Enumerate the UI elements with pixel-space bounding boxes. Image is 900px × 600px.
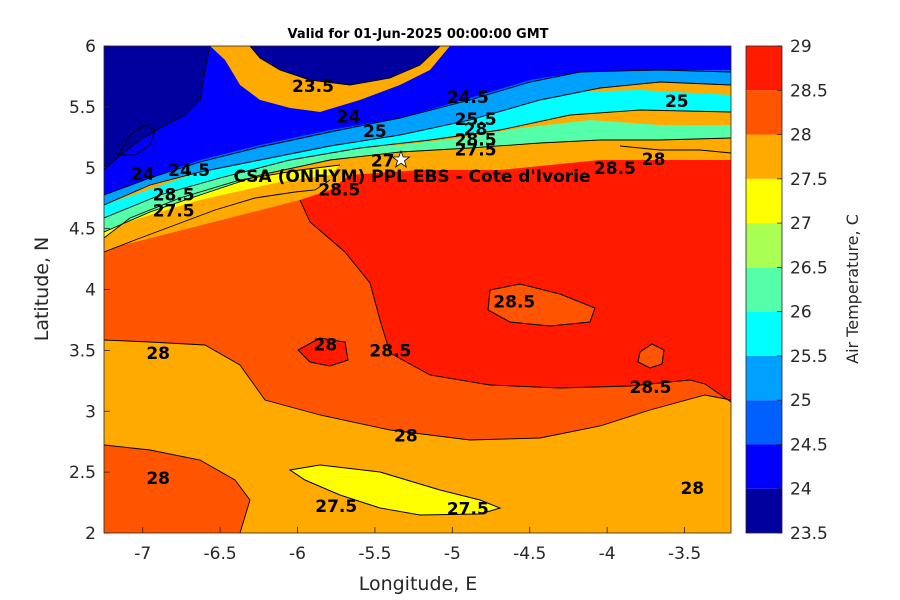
island-28.5-small xyxy=(637,343,665,369)
y-axis-label: Latitude, N xyxy=(31,237,53,342)
colorbar-band xyxy=(746,488,782,533)
contour-label: 28 xyxy=(680,479,704,499)
contour-label: 28 xyxy=(314,335,338,355)
contour-label: 27.5 xyxy=(315,497,357,517)
contour-label: 25 xyxy=(665,92,689,112)
contour-label: 28 xyxy=(642,150,666,170)
colorbar-band xyxy=(746,223,782,268)
contour-label: 28.5 xyxy=(630,378,672,398)
contour-label: 24.5 xyxy=(447,88,489,108)
colorbar-tick-label: 27.5 xyxy=(790,170,828,190)
contour-label: 28 xyxy=(146,344,170,364)
contour-label: 28 xyxy=(464,120,488,140)
x-axis: -7 -6.5 -6 -5.5 -5 -4.5 -4 -3.5 xyxy=(134,527,701,564)
site-marker: CSA (ONHYM) PPL EBS - Cote d'Ivorie xyxy=(233,149,591,187)
site-star-icon xyxy=(391,149,411,168)
y-tick-label: 4.5 xyxy=(69,220,96,240)
colorbar-band xyxy=(746,355,782,401)
y-tick-label: 6 xyxy=(85,37,96,57)
y-tick-label: 2 xyxy=(85,524,96,544)
colorbar: 23.5 24 24.5 25 25.5 26 26.5 27 27.5 28 28.5 29 xyxy=(745,37,828,544)
x-tick-label: -5 xyxy=(444,544,461,564)
chart-title: Valid for 01-Jun-2025 00:00:00 GMT xyxy=(288,27,549,42)
contour-label-layer: 23.5242424.524.5252525.52828.527.52728.5… xyxy=(131,77,704,519)
x-tick-label: -6.5 xyxy=(204,544,237,564)
colorbar-band xyxy=(746,444,782,489)
site-label: CSA (ONHYM) PPL EBS - Cote d'Ivorie xyxy=(233,167,590,187)
contour-label: 28 xyxy=(146,469,170,489)
contour-label: 25.5 xyxy=(455,110,497,130)
contour-label: 28.5 xyxy=(455,131,497,151)
x-axis-label: Longitude, E xyxy=(359,573,478,595)
colorbar-band xyxy=(746,267,782,312)
band-28-28.5-southwest xyxy=(104,445,250,533)
y-tick-label: 5 xyxy=(85,159,96,179)
x-tick-label: -7 xyxy=(134,544,151,564)
colorbar-tick-label: 26 xyxy=(790,303,812,323)
island-28.5-center xyxy=(297,337,349,367)
colorbar-tick-label: 28.5 xyxy=(790,81,828,101)
contour-label: 28.5 xyxy=(153,186,195,206)
colorbar-tick-label: 29 xyxy=(790,37,812,57)
colorbar-band xyxy=(746,400,782,445)
colorbar-tick-label: 24 xyxy=(790,480,812,500)
x-tick-label: -3.5 xyxy=(668,544,701,564)
y-tick-label: 3 xyxy=(85,402,96,422)
colorbar-tick-label: 24.5 xyxy=(790,435,828,455)
colorbar-label: Air Temperature, C xyxy=(843,214,862,364)
band-27-27.5-north xyxy=(104,165,340,238)
island-28.5-east xyxy=(487,283,596,327)
contour-label: 27.5 xyxy=(455,140,497,160)
contour-label: 24 xyxy=(131,165,155,185)
colorbar-band xyxy=(746,134,782,179)
contour-label: 23.5 xyxy=(292,77,334,97)
plot-area xyxy=(104,46,731,533)
x-tick-label: -4 xyxy=(599,544,616,564)
contour-lines xyxy=(104,46,731,533)
band-28.5-29 xyxy=(300,160,731,402)
contour-label: 28.5 xyxy=(594,159,636,179)
contour-label: 28.5 xyxy=(369,341,411,361)
colorbar-tick-label: 27 xyxy=(790,214,812,234)
contour-label: 24.5 xyxy=(168,161,210,181)
contour-label: 24 xyxy=(337,108,361,128)
colorbar-tick-label: 26.5 xyxy=(790,258,828,278)
contour-label: 25 xyxy=(363,122,387,142)
plot-frame xyxy=(103,45,732,534)
colorbar-tick-label: 23.5 xyxy=(790,524,828,544)
y-tick-label: 4 xyxy=(85,281,96,301)
colorbar-frame xyxy=(745,45,783,534)
contour-label: 28.5 xyxy=(318,181,360,201)
contour-label: 27.5 xyxy=(153,201,195,221)
colorbar-band xyxy=(746,178,782,224)
colorbar-tick-label: 28 xyxy=(790,126,812,146)
contour-label: 28 xyxy=(394,427,418,447)
y-axis: 2 2.5 3 3.5 4 4.5 5 5.5 6 xyxy=(69,37,110,544)
colorbar-band xyxy=(746,90,782,135)
x-tick-label: -4.5 xyxy=(513,544,546,564)
colorbar-tick-label: 25 xyxy=(790,391,812,411)
band-23.5-24-coldest xyxy=(104,46,440,170)
x-tick-label: -5.5 xyxy=(358,544,391,564)
contour-label: 27 xyxy=(371,151,395,171)
band-25-25.5 xyxy=(104,90,731,218)
colorbar-tick-label: 25.5 xyxy=(790,347,828,367)
y-tick-label: 3.5 xyxy=(69,341,96,361)
y-tick-label: 5.5 xyxy=(69,98,96,118)
colorbar-band xyxy=(746,311,782,356)
colorbar-band xyxy=(746,46,782,91)
band-27.5-28-north xyxy=(104,172,330,252)
y-tick-label: 2.5 xyxy=(69,463,96,483)
x-tick-label: -6 xyxy=(289,544,306,564)
island-27-27.5-south xyxy=(288,464,502,516)
contour-label: 27.5 xyxy=(447,500,489,520)
contour-label: 28.5 xyxy=(493,293,535,313)
